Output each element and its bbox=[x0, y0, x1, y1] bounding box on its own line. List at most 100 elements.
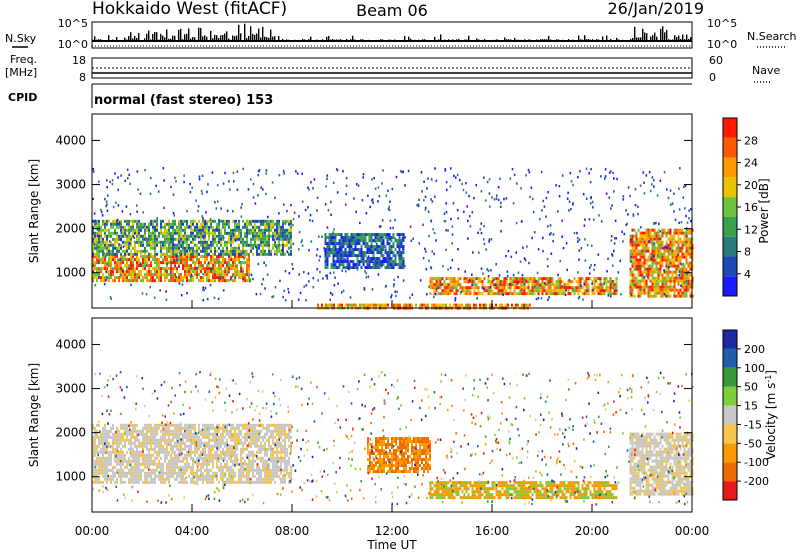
heat-cell bbox=[112, 258, 114, 262]
heat-cell bbox=[182, 234, 185, 238]
heat-cell bbox=[273, 238, 275, 241]
heat-cell bbox=[647, 258, 650, 262]
heat-cell bbox=[675, 258, 678, 262]
heat-cell bbox=[558, 195, 561, 198]
heat-cell bbox=[174, 429, 176, 433]
heat-cell bbox=[595, 280, 598, 284]
heat-cell bbox=[178, 231, 180, 235]
heat-cell bbox=[128, 447, 130, 451]
heat-cell bbox=[196, 266, 198, 270]
heat-cell bbox=[191, 186, 193, 189]
heat-cell bbox=[198, 178, 201, 181]
heat-cell bbox=[102, 447, 104, 451]
heat-cell bbox=[202, 219, 204, 223]
heat-cell bbox=[344, 236, 347, 240]
heat-cell bbox=[288, 240, 290, 244]
heat-cell bbox=[459, 286, 462, 290]
heat-cell bbox=[96, 480, 98, 484]
heat-cell bbox=[651, 264, 654, 268]
heat-cell bbox=[162, 231, 164, 235]
heat-cell bbox=[457, 303, 459, 307]
heat-cell bbox=[174, 477, 176, 481]
heat-cell bbox=[687, 228, 690, 232]
heat-cell bbox=[122, 444, 124, 448]
heat-cell bbox=[392, 236, 395, 240]
heat-cell bbox=[140, 444, 142, 448]
heat-cell bbox=[659, 237, 662, 240]
nsky-bars bbox=[92, 23, 692, 41]
heat-cell bbox=[106, 262, 109, 266]
heat-cell bbox=[522, 246, 524, 249]
heat-cell bbox=[437, 286, 440, 290]
heat-cell bbox=[568, 209, 570, 212]
heat-cell bbox=[192, 261, 194, 265]
heat-cell bbox=[128, 264, 130, 268]
heat-cell bbox=[689, 294, 692, 298]
heat-cell bbox=[503, 197, 505, 201]
heat-cell bbox=[325, 303, 327, 307]
heat-cell bbox=[639, 258, 642, 262]
heat-cell bbox=[244, 234, 246, 238]
heat-cell bbox=[487, 274, 490, 278]
heat-cell bbox=[152, 429, 154, 433]
heat-cell bbox=[689, 231, 692, 235]
heat-cell bbox=[110, 225, 112, 229]
heat-cell bbox=[653, 276, 656, 280]
heat-cell bbox=[653, 285, 656, 289]
heat-cell bbox=[198, 236, 200, 239]
heat-cell bbox=[601, 286, 604, 290]
heat-cell bbox=[126, 471, 128, 475]
heat-cell bbox=[226, 243, 228, 247]
heat-cell bbox=[154, 270, 156, 274]
heat-cell bbox=[411, 303, 413, 307]
heat-cell bbox=[122, 435, 124, 439]
heat-cell bbox=[116, 225, 118, 229]
heat-cell bbox=[461, 289, 464, 293]
heat-cell bbox=[344, 254, 347, 258]
heat-cell bbox=[240, 276, 242, 280]
heat-cell bbox=[130, 234, 132, 238]
heat-cell bbox=[139, 262, 142, 265]
heat-cell bbox=[134, 279, 136, 283]
heat-cell bbox=[208, 225, 210, 229]
heat-cell bbox=[667, 279, 670, 283]
heat-cell bbox=[447, 289, 450, 293]
heat-cell bbox=[242, 225, 244, 229]
heat-cell bbox=[104, 465, 106, 469]
heat-cell bbox=[156, 453, 158, 457]
heat-cell bbox=[262, 240, 264, 244]
heat-cell bbox=[354, 239, 357, 243]
heat-cell bbox=[633, 261, 636, 265]
heat-cell bbox=[160, 246, 162, 250]
heat-cell bbox=[609, 292, 612, 296]
heat-cell bbox=[328, 254, 331, 258]
heat-cell bbox=[102, 468, 104, 472]
heat-cell bbox=[417, 204, 420, 208]
nsky-bar bbox=[234, 36, 236, 41]
heat-cell bbox=[675, 294, 678, 298]
heat-cell bbox=[174, 222, 176, 226]
heat-cell bbox=[326, 242, 329, 246]
heat-cell bbox=[234, 246, 236, 250]
heat-cell bbox=[493, 286, 496, 290]
heat-cell bbox=[204, 243, 206, 247]
heat-cell bbox=[170, 447, 172, 451]
heat-cell bbox=[368, 251, 371, 255]
heat-cell bbox=[339, 242, 341, 245]
heat-cell bbox=[683, 231, 686, 235]
heat-cell bbox=[665, 255, 668, 259]
heat-cell bbox=[671, 255, 674, 259]
heat-cell bbox=[479, 228, 482, 231]
heat-cell bbox=[132, 480, 134, 484]
heat-cell bbox=[270, 222, 272, 226]
heat-cell bbox=[632, 214, 635, 218]
heat-cell bbox=[218, 228, 220, 232]
heat-cell bbox=[104, 471, 106, 475]
heat-cell bbox=[671, 288, 674, 292]
heat-cell bbox=[659, 273, 662, 277]
heat-cell bbox=[176, 462, 178, 466]
heat-cell bbox=[108, 261, 110, 265]
heat-cell bbox=[457, 283, 460, 287]
heat-cell bbox=[160, 225, 162, 229]
heat-cell bbox=[98, 228, 100, 232]
